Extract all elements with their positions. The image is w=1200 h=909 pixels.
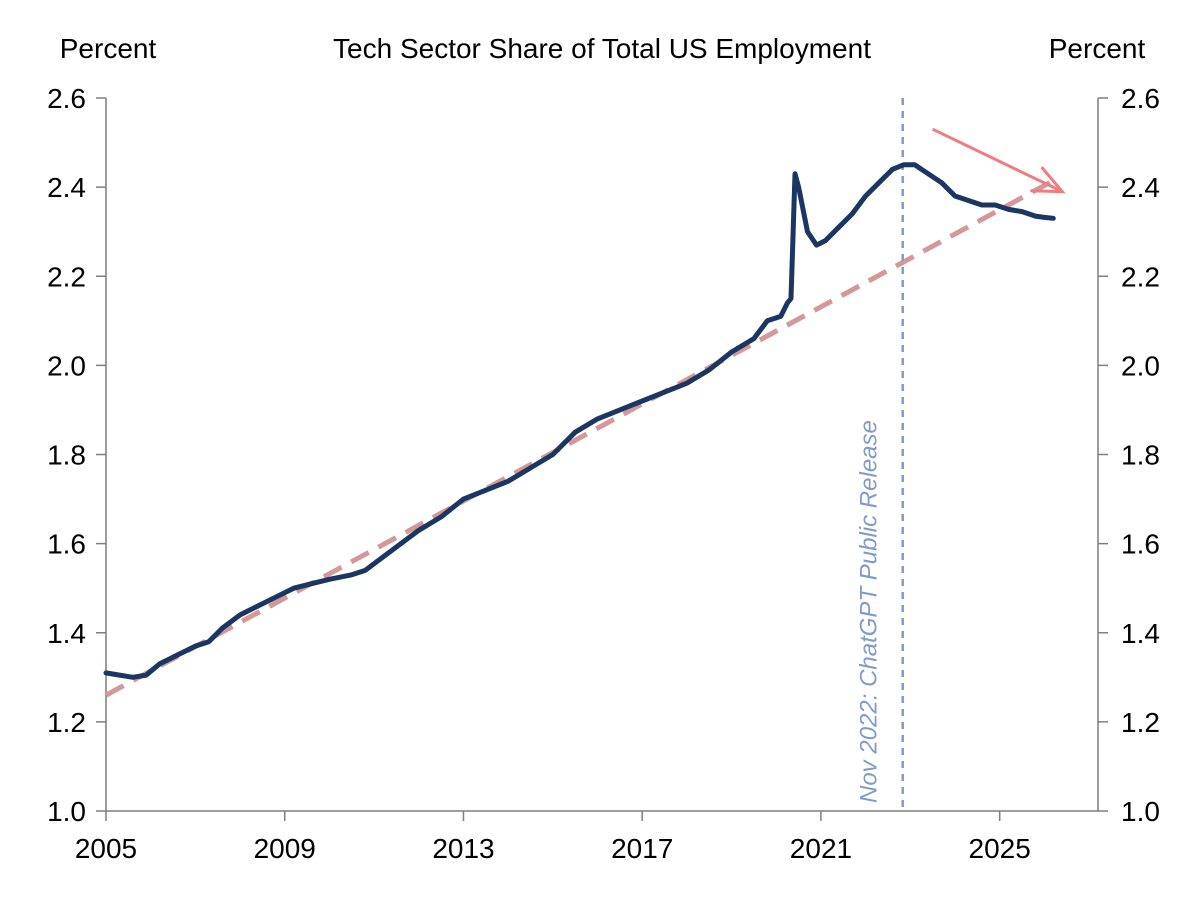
- right-y-tick-label: 2.0: [1121, 350, 1160, 381]
- left-y-tick-label: 1.2: [47, 707, 86, 738]
- left-y-tick-label: 1.0: [47, 796, 86, 827]
- left-y-tick-label: 1.4: [47, 618, 86, 649]
- chatgpt-release-label: Nov 2022: ChatGPT Public Release: [856, 420, 883, 803]
- x-tick-label: 2005: [75, 833, 137, 864]
- axes: [105, 98, 1099, 812]
- right-y-tick-label: 1.2: [1121, 707, 1160, 738]
- x-tick-label: 2021: [790, 833, 852, 864]
- right-y-tick-label: 2.6: [1121, 83, 1160, 114]
- x-tick-label: 2009: [254, 833, 316, 864]
- decline-arrow-head: [1030, 166, 1066, 194]
- right-unit-label: Percent: [1049, 33, 1146, 64]
- ticks: 1.0 1.0 1.2 1.2 1.4 1.4 1.6 1.6 1.8 1.8 2.0 2.0 2.2 2…: [47, 83, 1160, 864]
- left-unit-label: Percent: [60, 33, 157, 64]
- right-y-tick-label: 2.4: [1121, 172, 1160, 203]
- right-y-tick-label: 1.0: [1121, 796, 1160, 827]
- right-y-tick-label: 2.2: [1121, 261, 1160, 292]
- x-tick-label: 2017: [611, 833, 673, 864]
- left-y-tick-label: 2.0: [47, 350, 86, 381]
- trend-line: [104, 176, 1059, 698]
- left-y-tick-label: 2.2: [47, 261, 86, 292]
- right-y-tick-label: 1.8: [1121, 440, 1160, 471]
- left-y-tick-label: 2.4: [47, 172, 86, 203]
- chart-title: Tech Sector Share of Total US Employment: [333, 33, 871, 64]
- x-tick-label: 2013: [432, 833, 494, 864]
- left-y-tick-label: 2.6: [47, 83, 86, 114]
- marks: Nov 2022: ChatGPT Public Release: [103, 98, 1066, 811]
- right-y-tick-label: 1.4: [1121, 618, 1160, 649]
- employment-share-line: [103, 162, 1056, 680]
- right-y-tick-label: 1.6: [1121, 529, 1160, 560]
- left-y-tick-label: 1.6: [47, 529, 86, 560]
- decline-arrow-shaft: [932, 127, 1063, 193]
- left-y-tick-label: 1.8: [47, 440, 86, 471]
- x-tick-label: 2025: [969, 833, 1031, 864]
